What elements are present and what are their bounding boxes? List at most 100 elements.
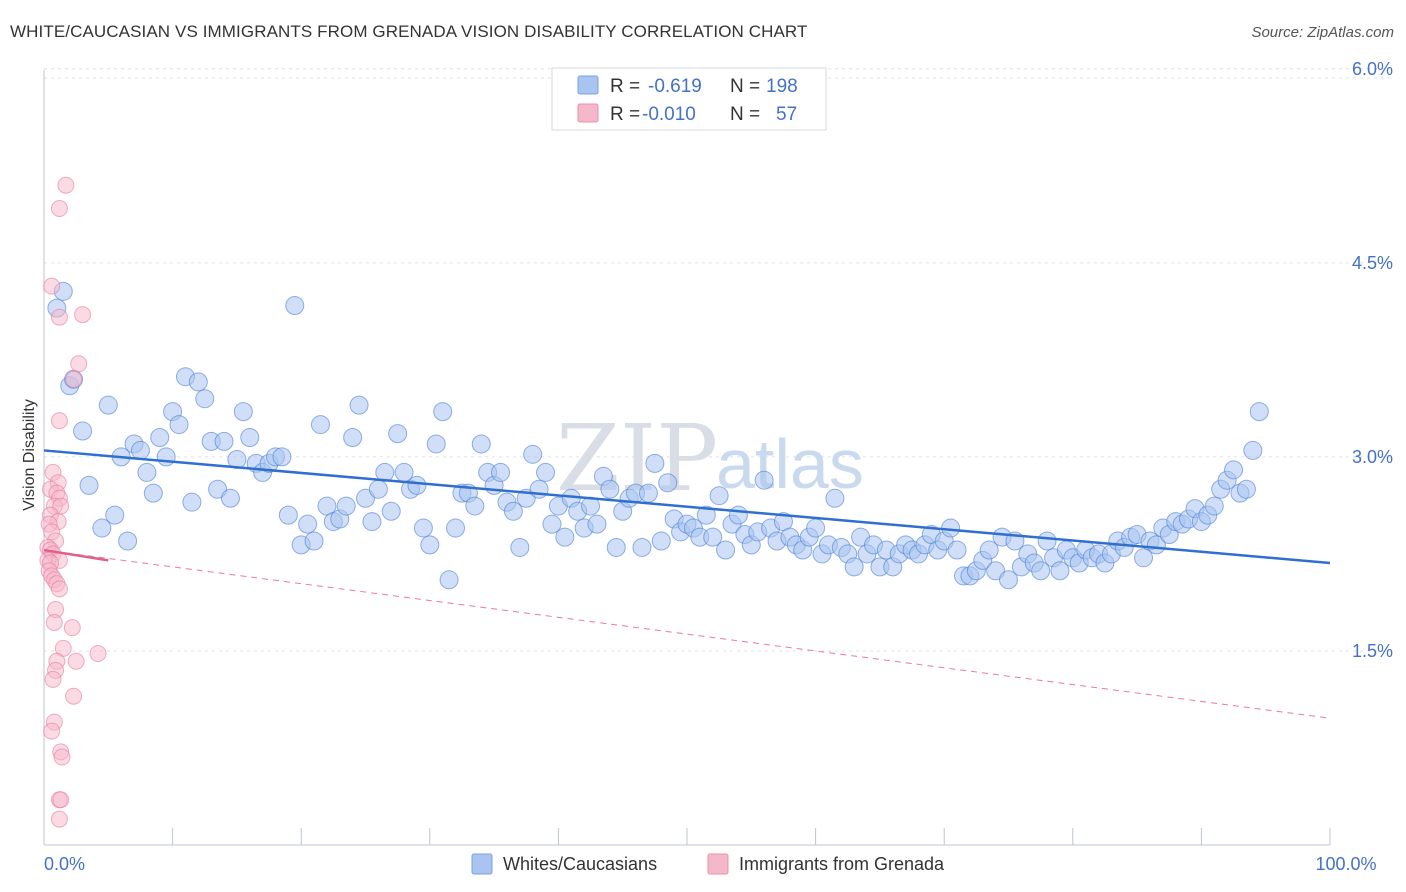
bottom-legend-swatch-grenada [707, 853, 729, 875]
data-point [208, 479, 228, 499]
data-point [986, 561, 1006, 581]
y-tick-label: 1.5% [1352, 641, 1393, 661]
data-point [63, 619, 81, 637]
data-point [465, 496, 485, 516]
data-point [65, 370, 83, 388]
data-point [426, 434, 446, 454]
data-point [53, 748, 71, 766]
data-point [65, 687, 83, 705]
legend-n-value-whites: 198 [766, 76, 798, 97]
data-point [413, 518, 433, 538]
data-point [188, 372, 208, 392]
bottom-legend-label-grenada: Immigrants from Grenada [739, 854, 945, 874]
data-point [1249, 402, 1269, 422]
data-point [1236, 479, 1256, 499]
data-point [74, 306, 92, 324]
data-point [1134, 548, 1154, 568]
data-point [43, 722, 61, 740]
data-point [44, 670, 62, 688]
data-point [632, 537, 652, 557]
data-point [645, 453, 665, 473]
data-point [446, 518, 466, 538]
data-point [143, 483, 163, 503]
data-point [285, 296, 305, 316]
legend-swatch-whites [577, 75, 599, 95]
data-point [98, 395, 118, 415]
data-point [658, 473, 678, 493]
data-point [272, 447, 292, 467]
y-axis-label: Vision Disability [21, 399, 38, 511]
data-point [510, 537, 530, 557]
legend-n-label-grenada: N = [730, 104, 760, 125]
data-point [709, 486, 729, 506]
data-point [1243, 440, 1263, 460]
bottom-legend: Whites/Caucasians Immigrants from Grenad… [471, 853, 945, 875]
legend-box: R = -0.619 N = 198 R = -0.010 N = 57 [551, 67, 827, 131]
data-point [439, 570, 459, 590]
data-point [651, 531, 671, 551]
chart-source: Source: ZipAtlas.com [1251, 24, 1394, 41]
data-point [50, 580, 68, 598]
data-point [1204, 496, 1224, 516]
data-point [606, 537, 626, 557]
data-point [169, 415, 189, 435]
data-point [182, 492, 202, 512]
data-point [214, 431, 234, 451]
x-tick-label: 0.0% [44, 854, 85, 874]
data-point [150, 428, 170, 447]
data-point [156, 447, 176, 467]
data-point [420, 535, 440, 555]
data-point [600, 479, 620, 499]
y-tick-label: 3.0% [1352, 447, 1393, 467]
data-point [52, 791, 70, 809]
data-point [50, 308, 68, 326]
series-grenada [39, 176, 107, 828]
data-point [999, 570, 1018, 590]
legend-swatch-grenada [577, 103, 599, 123]
gridlines [44, 68, 1392, 652]
bottom-legend-swatch-whites [471, 853, 493, 875]
data-point [130, 440, 150, 460]
data-point [349, 395, 369, 415]
data-point [336, 496, 356, 516]
legend-r-label-whites: R = [610, 76, 640, 97]
data-point [523, 444, 543, 464]
data-point [310, 415, 330, 435]
data-point [105, 505, 125, 525]
data-point [696, 505, 716, 525]
data-point [503, 501, 523, 521]
data-point [118, 531, 138, 551]
data-point [1224, 460, 1244, 480]
data-point [304, 531, 324, 551]
data-point [79, 475, 99, 495]
legend-r-value-grenada: -0.010 [642, 104, 696, 125]
data-point [947, 540, 967, 560]
data-point [1050, 561, 1070, 581]
data-point [92, 518, 112, 538]
data-point [806, 518, 826, 538]
data-point [89, 645, 107, 663]
x-tick-labels: 0.0% 100.0% [44, 854, 1377, 874]
data-point [368, 479, 388, 499]
data-point [536, 462, 556, 482]
legend-n-label-whites: N = [730, 76, 760, 97]
legend-r-value-whites: -0.619 [648, 76, 702, 97]
data-point [587, 514, 607, 534]
data-point [433, 402, 453, 422]
data-point [491, 462, 511, 482]
data-point [240, 428, 260, 447]
data-point [471, 434, 491, 454]
data-point [43, 277, 61, 295]
data-point [703, 527, 723, 547]
data-point [1031, 561, 1051, 581]
data-point [220, 488, 240, 508]
data-point [57, 176, 75, 194]
data-point [50, 810, 68, 828]
data-point [381, 501, 401, 521]
data-point [73, 421, 93, 441]
data-point [343, 428, 363, 447]
watermark-atlas: atlas [716, 425, 864, 503]
data-point [844, 557, 864, 577]
trendline-grenada-solid [43, 548, 109, 562]
data-point [50, 200, 68, 218]
